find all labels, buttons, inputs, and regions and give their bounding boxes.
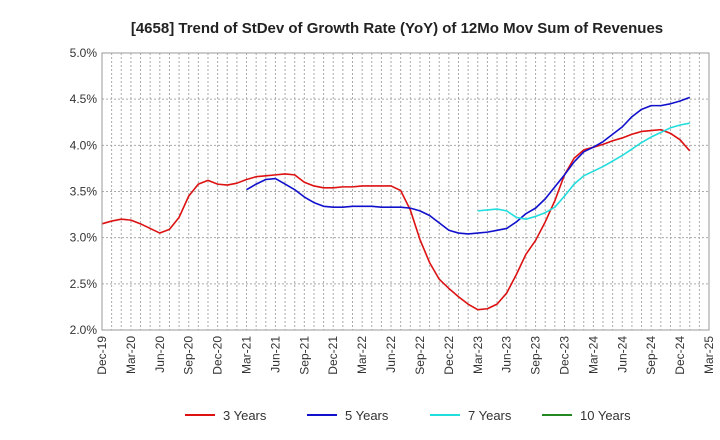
- x-tick-label: Jun-23: [500, 336, 514, 373]
- x-tick-label: Dec-23: [557, 336, 571, 375]
- x-tick-label: Sep-21: [297, 336, 311, 375]
- x-tick-label: Mar-23: [471, 336, 485, 374]
- x-axis: Dec-19 Mar-20 Jun-20 Sep-20 Dec-20 Mar-21 Jun-…: [95, 336, 716, 375]
- x-tick-label: Sep-23: [529, 336, 543, 375]
- y-axis: 2.0% 2.5% 3.0% 3.5% 4.0% 4.5% 5.0%: [70, 46, 98, 337]
- x-tick-label: Mar-24: [586, 336, 600, 374]
- series-line-7-years: [477, 122, 690, 220]
- x-tick-label: Jun-22: [384, 336, 398, 373]
- x-tick-label: Sep-20: [182, 336, 196, 375]
- y-tick-label: 5.0%: [70, 46, 98, 60]
- y-tick-label: 2.5%: [70, 277, 98, 291]
- legend-label: 3 Years: [223, 408, 267, 423]
- series-line-5-years: [246, 96, 691, 235]
- x-tick-label: Dec-22: [442, 336, 456, 375]
- legend: 3 Years 5 Years 7 Years 10 Years: [185, 408, 631, 423]
- x-tick-label: Mar-21: [240, 336, 254, 374]
- x-tick-label: Dec-20: [211, 336, 225, 375]
- x-tick-label: Dec-24: [673, 336, 687, 375]
- x-tick-label: Sep-24: [644, 336, 658, 375]
- y-tick-label: 2.0%: [70, 323, 98, 337]
- legend-label: 10 Years: [580, 408, 631, 423]
- x-tick-label: Dec-19: [95, 336, 109, 375]
- series-line-3-years: [101, 128, 691, 311]
- y-tick-label: 3.5%: [70, 185, 98, 199]
- x-tick-label: Sep-22: [413, 336, 427, 375]
- x-tick-label: Mar-25: [702, 336, 716, 374]
- x-tick-label: Jun-24: [615, 336, 629, 373]
- legend-label: 7 Years: [468, 408, 512, 423]
- x-tick-label: Mar-20: [124, 336, 138, 374]
- legend-label: 5 Years: [345, 408, 389, 423]
- x-tick-label: Mar-22: [355, 336, 369, 374]
- plot-border: [101, 52, 710, 331]
- x-tick-label: Jun-20: [153, 336, 167, 373]
- y-tick-label: 4.5%: [70, 92, 98, 106]
- series-lines: [101, 96, 691, 311]
- chart-title: [4658] Trend of StDev of Growth Rate (Yo…: [131, 20, 663, 37]
- x-tick-label: Jun-21: [268, 336, 282, 373]
- y-tick-label: 3.0%: [70, 231, 98, 245]
- y-tick-label: 4.0%: [70, 138, 98, 152]
- x-tick-label: Dec-21: [326, 336, 340, 375]
